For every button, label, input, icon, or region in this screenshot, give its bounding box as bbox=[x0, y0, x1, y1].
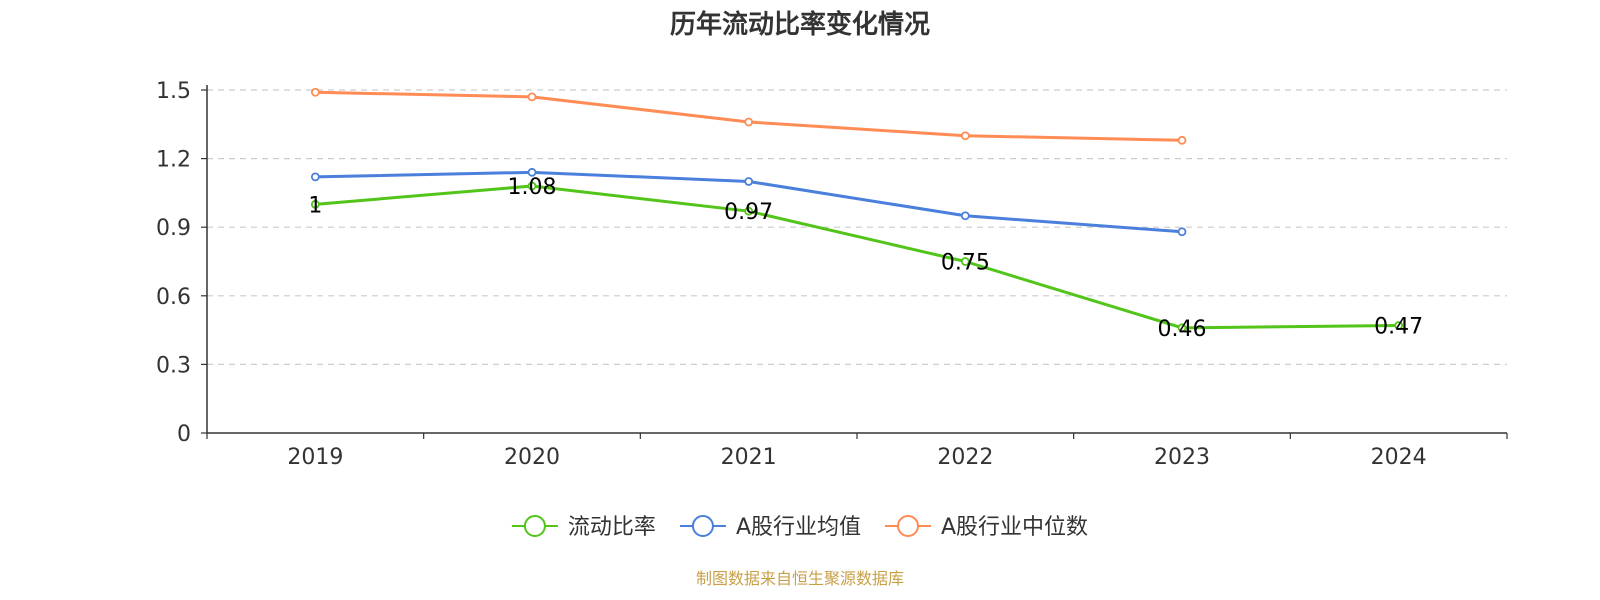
grid-lines bbox=[207, 89, 1507, 365]
axes: 0 0.3 0.6 0.9 1.2 1.5 2019 2020 2021 2022 2023 2024 bbox=[156, 79, 1508, 470]
series-line-2 bbox=[315, 90, 1183, 142]
legend-label: A股行业均值 bbox=[736, 515, 861, 540]
source-note: 制图数据来自恒生聚源数据库 bbox=[696, 569, 904, 588]
data-label: 1 bbox=[308, 193, 322, 218]
data-point[interactable] bbox=[310, 199, 320, 209]
x-tick-label: 2019 bbox=[287, 445, 343, 470]
legend-item[interactable]: A股行业中位数 bbox=[885, 515, 1088, 540]
data-point[interactable] bbox=[310, 172, 320, 182]
y-tick-label: 0.3 bbox=[156, 353, 191, 378]
x-tick-label: 2020 bbox=[504, 445, 560, 470]
x-tick-label: 2022 bbox=[937, 445, 993, 470]
data-point[interactable] bbox=[1177, 227, 1187, 237]
data-label: 0.47 bbox=[1374, 315, 1423, 340]
legend[interactable]: 流动比率 A股行业均值 A股行业中位数 bbox=[511, 515, 1088, 540]
data-point[interactable] bbox=[1394, 321, 1404, 330]
y-tick-label: 0.9 bbox=[156, 216, 191, 241]
data-point[interactable] bbox=[527, 181, 537, 191]
data-label: 1.08 bbox=[508, 175, 557, 200]
x-tick-label: 2021 bbox=[721, 445, 777, 470]
legend-item[interactable]: A股行业均值 bbox=[679, 515, 861, 540]
data-point[interactable] bbox=[310, 87, 320, 97]
series-lines bbox=[310, 87, 1404, 333]
y-tick-label: 1.2 bbox=[156, 148, 191, 173]
x-tick-label: 2023 bbox=[1154, 445, 1210, 470]
legend-marker bbox=[897, 515, 920, 537]
series-line-0 bbox=[315, 184, 1399, 330]
chart-title: 历年流动比率变化情况 bbox=[670, 9, 930, 40]
legend-marker bbox=[691, 515, 714, 537]
data-labels: 1 1.08 0.97 0.75 0.46 0.47 bbox=[308, 175, 1423, 342]
legend-item[interactable]: 流动比率 bbox=[511, 515, 656, 540]
data-point[interactable] bbox=[960, 257, 970, 266]
data-point[interactable] bbox=[960, 211, 970, 221]
data-label: 0.97 bbox=[724, 200, 773, 225]
legend-label: 流动比率 bbox=[568, 515, 656, 540]
y-tick-label: 0.6 bbox=[156, 285, 191, 310]
data-point[interactable] bbox=[744, 117, 754, 127]
data-point[interactable] bbox=[744, 206, 754, 216]
data-label: 0.46 bbox=[1158, 317, 1207, 342]
data-point[interactable] bbox=[1177, 323, 1187, 333]
legend-marker bbox=[523, 515, 546, 537]
data-point[interactable] bbox=[527, 92, 537, 102]
legend-label: A股行业中位数 bbox=[941, 515, 1088, 540]
data-label: 0.75 bbox=[941, 251, 990, 276]
y-tick-label: 0 bbox=[177, 422, 191, 447]
y-tick-label: 1.5 bbox=[156, 79, 191, 104]
data-point[interactable] bbox=[1177, 135, 1187, 145]
data-point[interactable] bbox=[527, 167, 537, 177]
data-point[interactable] bbox=[744, 177, 754, 186]
x-tick-label: 2024 bbox=[1371, 445, 1427, 470]
data-point[interactable] bbox=[960, 131, 970, 141]
